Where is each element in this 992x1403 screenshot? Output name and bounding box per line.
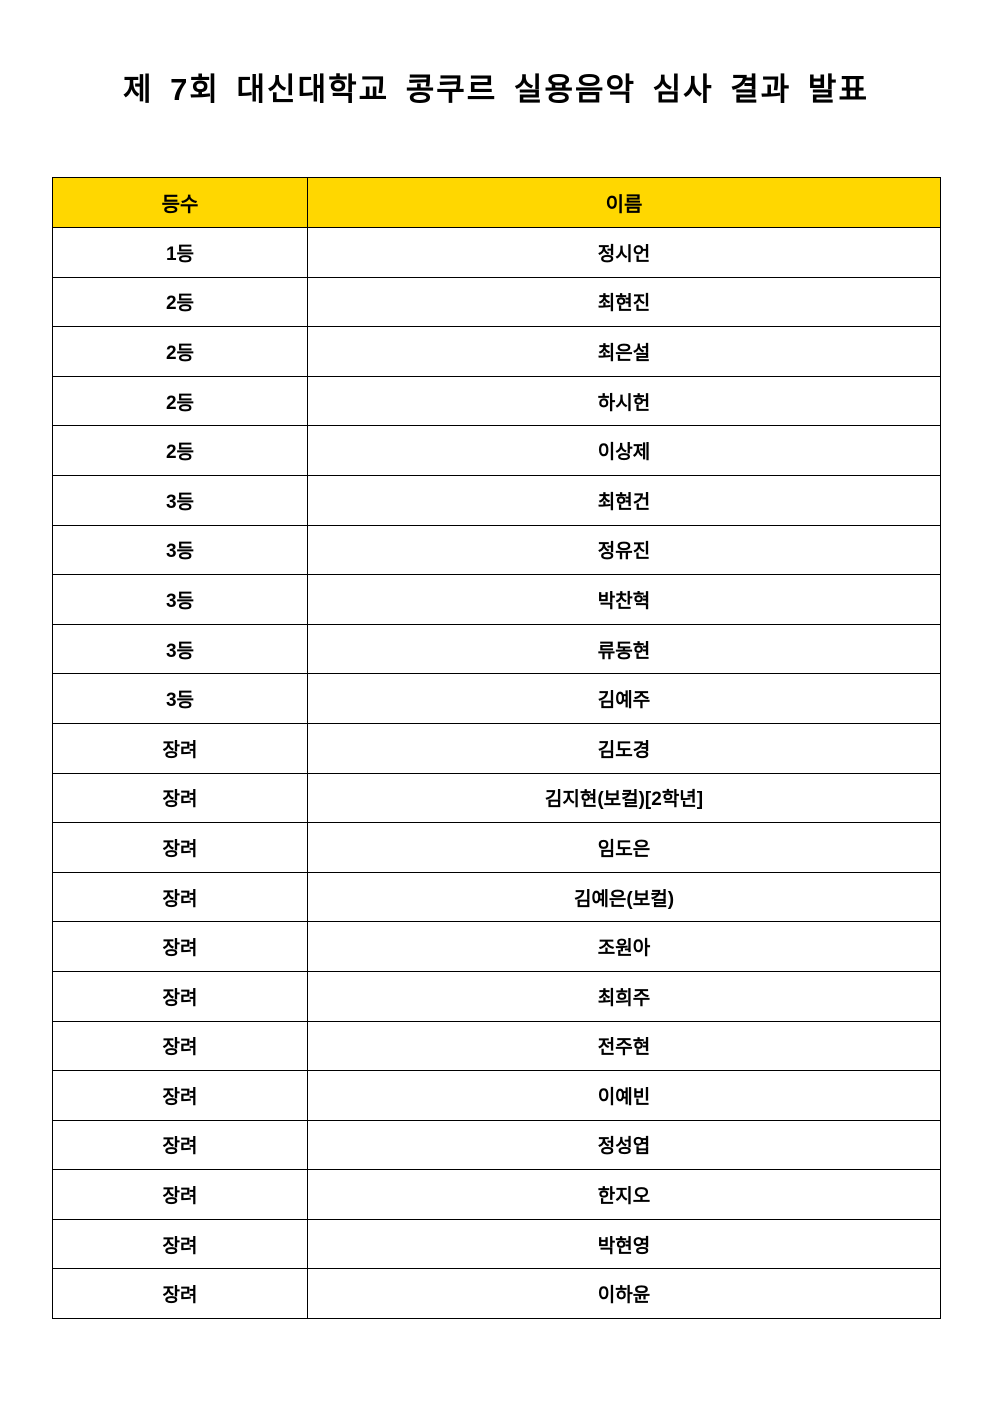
name-cell: 최희주 [307, 970, 941, 1022]
name-cell: 이상제 [307, 425, 941, 476]
rank-cell: 장려 [52, 1119, 308, 1171]
name-cell: 하시헌 [307, 375, 941, 427]
name-cell: 정유진 [307, 524, 941, 576]
rank-cell: 1등 [52, 227, 308, 278]
table-row: 장려 김예은(보컬) [52, 871, 941, 923]
header-rank: 등수 [52, 177, 308, 228]
page-title: 제 7회 대신대학교 콩쿠르 실용음악 심사 결과 발표 [123, 72, 869, 107]
table-header-row: 등수 이름 [52, 177, 941, 228]
rank-cell: 장려 [52, 1218, 308, 1270]
name-cell: 이하윤 [307, 1268, 941, 1320]
rank-cell: 장려 [52, 1070, 308, 1121]
results-table: 등수 이름 1등 정시언 2등 최현진 2등 최은설 2등 하시헌 2등 이상제 3등 최현건 3등 정유… [52, 177, 941, 1320]
rank-cell: 장려 [52, 722, 308, 774]
rank-cell: 3등 [52, 474, 308, 526]
rank-cell: 장려 [52, 970, 308, 1022]
rank-cell: 3등 [52, 574, 308, 625]
rank-cell: 2등 [52, 276, 308, 328]
rank-cell: 3등 [52, 673, 308, 724]
name-cell: 김예주 [307, 673, 941, 724]
rank-cell: 2등 [52, 425, 308, 476]
rank-cell: 장려 [52, 772, 308, 824]
rank-cell: 장려 [52, 871, 308, 923]
name-cell: 정성엽 [307, 1119, 941, 1171]
name-cell: 김도경 [307, 722, 941, 774]
table-row: 2등 최현진 [52, 276, 941, 328]
rank-cell: 장려 [52, 1268, 308, 1320]
table-row: 3등 정유진 [52, 524, 941, 576]
table-row: 2등 최은설 [52, 326, 941, 377]
rank-cell: 장려 [52, 921, 308, 972]
table-row: 장려 이예빈 [52, 1070, 941, 1121]
rank-cell: 3등 [52, 524, 308, 576]
rank-cell: 장려 [52, 1169, 308, 1220]
table-row: 3등 최현건 [52, 474, 941, 526]
table-row: 장려 최희주 [52, 970, 941, 1022]
name-cell: 한지오 [307, 1169, 941, 1220]
rank-cell: 2등 [52, 326, 308, 377]
table-row: 2등 하시헌 [52, 375, 941, 427]
name-cell: 박현영 [307, 1218, 941, 1270]
table-row: 장려 김지현(보컬)[2학년] [52, 772, 941, 824]
name-cell: 박찬혁 [307, 574, 941, 625]
table-row: 1등 정시언 [52, 227, 941, 278]
table-row: 장려 임도은 [52, 822, 941, 873]
table-row: 장려 이하윤 [52, 1268, 941, 1320]
name-cell: 조원아 [307, 921, 941, 972]
table-row: 장려 정성엽 [52, 1119, 941, 1171]
table-row: 3등 류동현 [52, 623, 941, 675]
name-cell: 전주현 [307, 1020, 941, 1072]
table-row: 2등 이상제 [52, 425, 941, 476]
name-cell: 이예빈 [307, 1070, 941, 1121]
name-cell: 최은설 [307, 326, 941, 377]
name-cell: 정시언 [307, 227, 941, 278]
name-cell: 김지현(보컬)[2학년] [307, 772, 941, 824]
table-row: 장려 전주현 [52, 1020, 941, 1072]
table-row: 3등 박찬혁 [52, 574, 941, 625]
rank-cell: 2등 [52, 375, 308, 427]
table-row: 3등 김예주 [52, 673, 941, 724]
table-row: 장려 조원아 [52, 921, 941, 972]
name-cell: 최현진 [307, 276, 941, 328]
table-row: 장려 한지오 [52, 1169, 941, 1220]
name-cell: 류동현 [307, 623, 941, 675]
header-name: 이름 [307, 177, 941, 228]
table-row: 장려 박현영 [52, 1218, 941, 1270]
rank-cell: 3등 [52, 623, 308, 675]
name-cell: 임도은 [307, 822, 941, 873]
name-cell: 최현건 [307, 474, 941, 526]
table-row: 장려 김도경 [52, 722, 941, 774]
name-cell: 김예은(보컬) [307, 871, 941, 923]
rank-cell: 장려 [52, 822, 308, 873]
rank-cell: 장려 [52, 1020, 308, 1072]
